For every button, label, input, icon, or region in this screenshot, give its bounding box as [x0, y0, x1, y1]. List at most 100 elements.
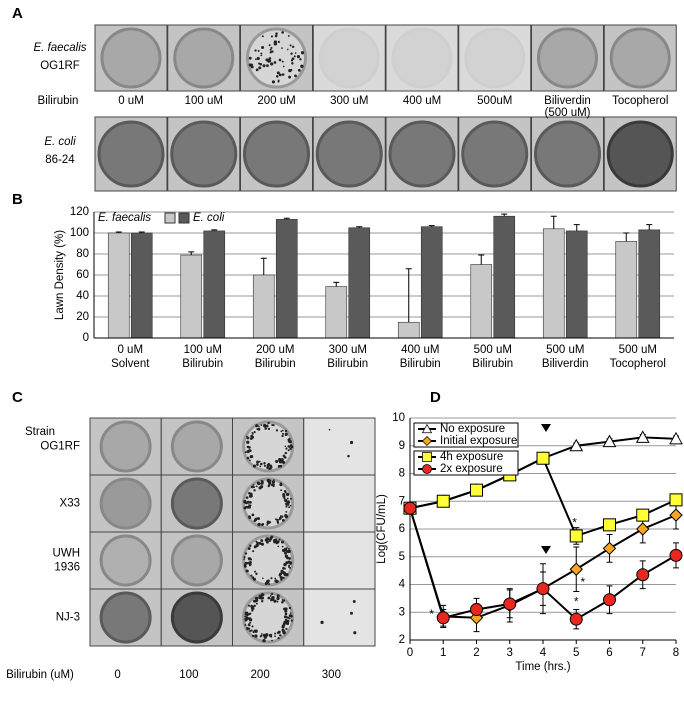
colony — [276, 600, 279, 603]
colony — [275, 429, 279, 432]
colony — [267, 484, 270, 487]
colony — [286, 497, 289, 500]
colony — [299, 58, 302, 61]
colony — [268, 479, 272, 483]
colony — [285, 627, 288, 631]
colony — [269, 465, 273, 469]
colony — [248, 618, 253, 622]
colony — [251, 634, 255, 637]
colony — [276, 596, 280, 601]
arrowhead — [541, 546, 551, 554]
error-bar — [646, 224, 653, 230]
x-tick-label: 200 uM — [256, 344, 294, 356]
error-bar — [405, 268, 412, 323]
colony — [257, 49, 260, 52]
y-tick-label: 100 — [70, 227, 89, 239]
colony — [271, 596, 275, 600]
colony — [278, 538, 281, 541]
y-tick-label: 120 — [70, 206, 89, 218]
colony — [271, 639, 273, 642]
colony — [286, 500, 291, 504]
colony — [352, 600, 356, 603]
row-strain: 86-24 — [45, 154, 75, 166]
plate-lawn — [537, 27, 598, 89]
bar — [203, 230, 226, 339]
colony — [245, 505, 248, 508]
colony — [283, 65, 285, 68]
x-tick-label: 1 — [440, 647, 446, 659]
colony — [255, 602, 258, 605]
colony — [254, 600, 257, 603]
colony — [258, 425, 260, 428]
bar — [397, 321, 420, 339]
colony — [247, 505, 251, 509]
colony — [249, 612, 252, 615]
colony — [247, 604, 251, 607]
error-bar — [283, 217, 290, 220]
colony — [270, 35, 273, 38]
colony — [273, 40, 278, 44]
colony — [270, 592, 274, 596]
panel-label: C — [12, 389, 23, 406]
colony — [281, 571, 284, 574]
colony — [276, 520, 279, 523]
colony — [263, 636, 267, 639]
plate-lawn — [606, 120, 674, 188]
colony — [251, 625, 254, 628]
column-label: 100 — [179, 669, 198, 681]
marker — [422, 464, 432, 474]
colony — [279, 483, 283, 487]
colony — [266, 520, 270, 523]
marker — [669, 431, 683, 445]
bar — [107, 232, 130, 339]
colony — [285, 516, 288, 519]
colony — [248, 449, 252, 453]
bar — [275, 219, 298, 339]
plate-lawn — [314, 479, 364, 528]
colony — [274, 635, 276, 638]
column-label: (500 uM) — [544, 107, 590, 119]
plate-lawn — [461, 120, 529, 188]
marker — [636, 508, 650, 522]
plate-lawn — [246, 27, 307, 89]
colony — [255, 543, 259, 548]
colony — [262, 577, 264, 580]
colony — [246, 456, 250, 460]
annotation: * — [572, 517, 577, 529]
marker — [569, 529, 583, 543]
row-label: 1936 — [54, 562, 80, 574]
error-bar — [478, 254, 485, 265]
colony — [246, 611, 249, 614]
x-tick-label: Bilirubin — [327, 358, 368, 370]
colony — [285, 492, 290, 497]
plate-lawn — [100, 27, 162, 89]
colony — [244, 552, 248, 555]
colony — [285, 510, 288, 513]
column-label: Tocopherol — [612, 95, 668, 107]
colony — [262, 64, 266, 68]
colony — [259, 465, 262, 468]
colony — [274, 632, 277, 635]
y-tick-label: 20 — [76, 311, 89, 323]
colony — [286, 619, 289, 623]
colony — [266, 64, 269, 67]
colony — [245, 569, 249, 573]
colony — [286, 561, 289, 564]
plate-lawn — [97, 120, 165, 188]
colony — [271, 80, 275, 84]
x-tick-label: 100 uM — [184, 344, 222, 356]
colony — [251, 576, 255, 579]
bar — [493, 215, 516, 339]
legend-swatch — [164, 212, 176, 224]
error-bar — [138, 231, 145, 233]
x-tick-label: Bilirubin — [472, 358, 513, 370]
colony — [283, 490, 287, 493]
colony — [277, 630, 281, 634]
row-label: UWH — [53, 548, 80, 560]
colony — [290, 619, 293, 622]
colony — [268, 44, 271, 47]
bar — [638, 229, 661, 339]
colony — [291, 45, 295, 49]
y-tick-label: 3 — [399, 606, 405, 618]
colony — [289, 497, 292, 500]
